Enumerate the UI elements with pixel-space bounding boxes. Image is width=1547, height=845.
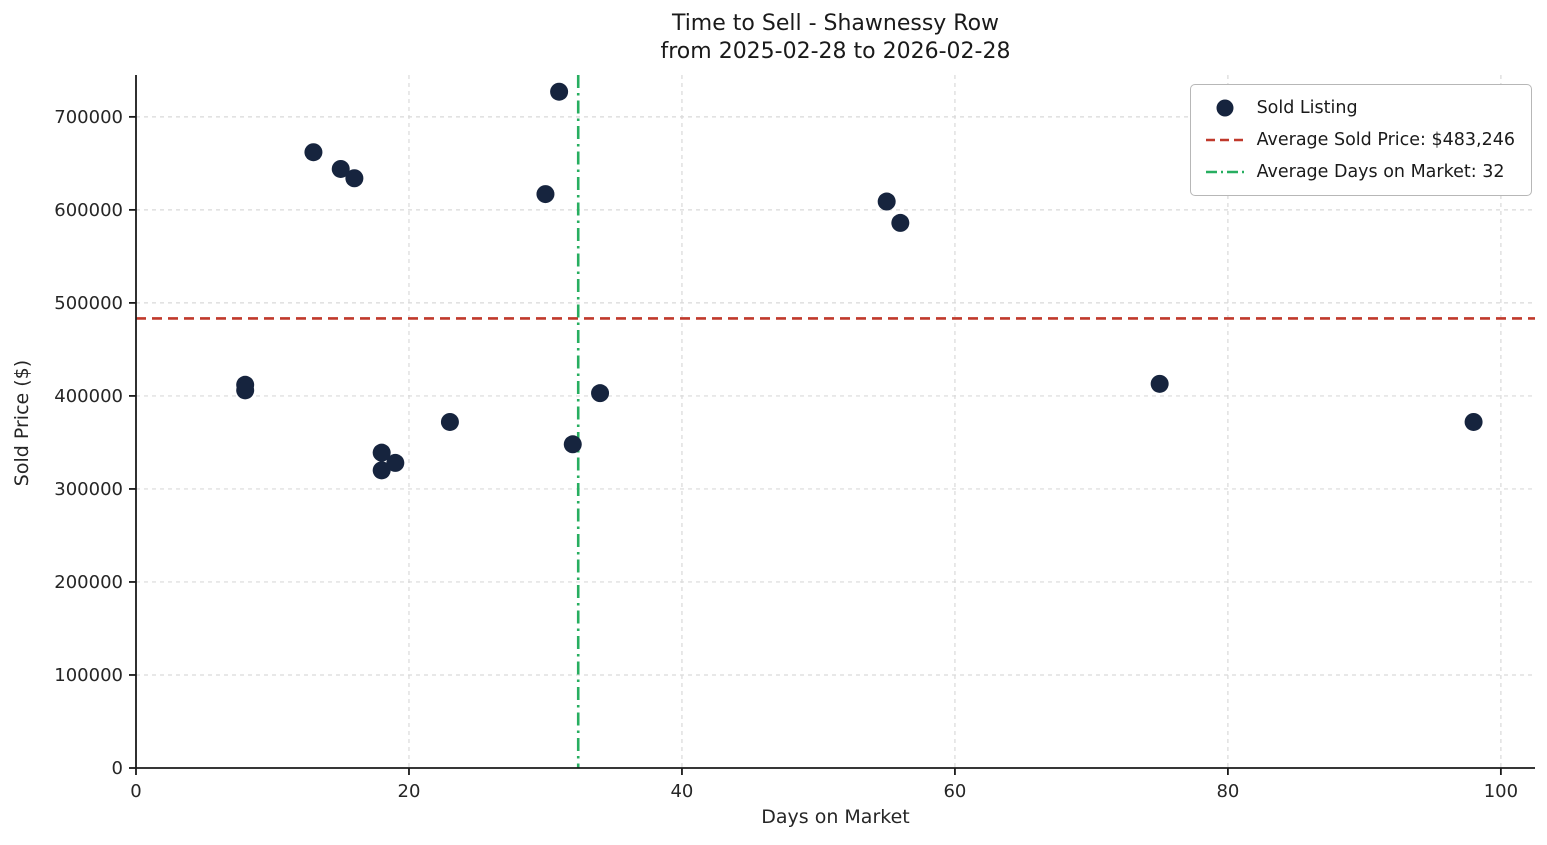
data-point [236, 381, 255, 400]
data-point [331, 159, 350, 178]
x-tick-label: 80 [1216, 781, 1239, 802]
y-tick-label: 700000 [54, 107, 123, 128]
legend-item-sold-listing: Sold Listing [1203, 94, 1515, 122]
data-point [345, 169, 364, 188]
x-tick-label: 20 [398, 781, 421, 802]
y-tick-label: 600000 [54, 200, 123, 221]
y-tick-label: 200000 [54, 572, 123, 593]
data-point [386, 453, 405, 472]
data-point [440, 412, 459, 431]
chart-legend: Sold Listing Average Sold Price: $483,24… [1189, 84, 1532, 196]
x-tick-label: 40 [670, 781, 693, 802]
legend-item-avg-sold-price: Average Sold Price: $483,246 [1203, 126, 1515, 154]
avg-sold-price-marker-icon [1205, 138, 1244, 142]
y-tick-label: 100000 [54, 665, 123, 686]
data-point [372, 443, 391, 462]
legend-item-avg-days-on-market: Average Days on Market: 32 [1203, 158, 1515, 186]
data-point [550, 82, 569, 101]
x-tick-label: 100 [1484, 781, 1518, 802]
avg-days-marker-icon [1205, 170, 1244, 174]
data-point [536, 185, 555, 204]
legend-label: Average Sold Price: $483,246 [1256, 130, 1515, 150]
y-tick-label: 300000 [54, 479, 123, 500]
data-point [1464, 412, 1483, 431]
data-point [372, 461, 391, 480]
x-tick-label: 0 [130, 781, 141, 802]
data-point [563, 435, 582, 454]
legend-label: Average Days on Market: 32 [1256, 162, 1505, 182]
data-point [891, 213, 910, 232]
data-point [304, 143, 323, 162]
legend-label: Sold Listing [1256, 98, 1358, 118]
data-point [877, 192, 896, 211]
data-point [591, 384, 610, 403]
data-point [1150, 374, 1169, 393]
y-tick-label: 500000 [54, 293, 123, 314]
y-tick-label: 400000 [54, 386, 123, 407]
x-tick-label: 60 [943, 781, 966, 802]
sold-listing-marker-icon [1216, 99, 1234, 117]
y-tick-label: 0 [112, 758, 123, 779]
